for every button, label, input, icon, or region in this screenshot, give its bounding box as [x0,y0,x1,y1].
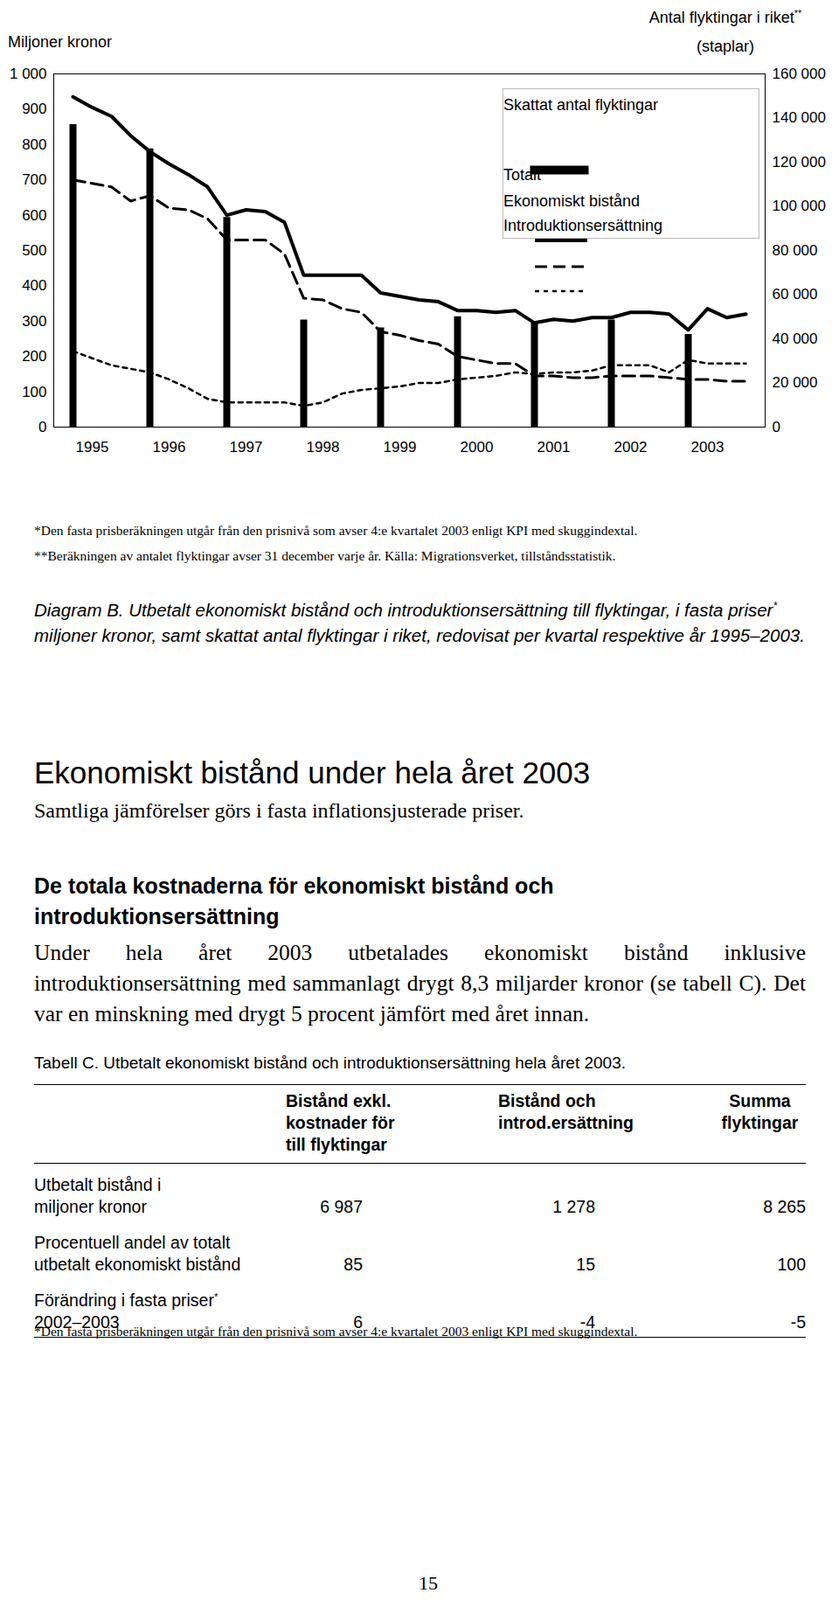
svg-text:400: 400 [21,277,47,294]
svg-text:100: 100 [21,383,47,401]
html-text:-5: -5 [790,1311,806,1332]
html-text:Miljoner kronor: Miljoner kronor [7,33,112,51]
html-text:15: 15 [418,1571,438,1594]
html-text:introd.ersättning: introd.ersättning [498,1112,634,1132]
html-text:Bistånd och: Bistånd och [498,1090,596,1110]
svg-text:600: 600 [21,207,47,224]
svg-text:1 000: 1 000 [9,65,48,83]
html-text:* Den fasta prisberäkningen ut: * Den fasta prisberäkningen utgår från d… [34,522,638,538]
html-text:De totala kostnaderna för ekon: De totala kostnaderna för ekonomiskt bis… [34,873,554,929]
html-text:** Beräkningen av antalet flyk: ** Beräkningen av antalet flyktingar avs… [34,547,616,563]
html-text:Diagram B. Utbetalt ekonomiskt: Diagram B. Utbetalt ekonomiskt bistånd o… [34,599,778,620]
html-text:Förändring i fasta priser*: Förändring i fasta priser* [34,1289,219,1310]
svg-text:0: 0 [772,418,781,436]
html-text:Under hela året 2003 utbetalad: Under hela året 2003 utbetalades ekonomi… [34,939,806,1027]
svg-text:2003: 2003 [691,438,725,456]
svg-text:40 000: 40 000 [772,330,819,347]
html-text:kostnader för: kostnader för [285,1112,395,1132]
svg-text:300: 300 [21,312,47,330]
html-text:Samtliga jämförelser görs i fa: Samtliga jämförelser görs i fasta inflat… [34,798,524,822]
svg-text:80 000: 80 000 [772,242,819,259]
svg-text:2000: 2000 [460,438,494,456]
html-text:Bistånd exkl.: Bistånd exkl. [285,1090,391,1110]
html-text:miljoner kronor: miljoner kronor [34,1196,147,1216]
svg-text:700: 700 [21,171,47,188]
svg-text:800: 800 [21,136,47,153]
svg-text:1995: 1995 [76,438,110,456]
html-text:(staplar): (staplar) [696,37,755,56]
html-text:Antal flyktingar i riket**: Antal flyktingar i riket** [649,7,802,27]
html-text:100: 100 [777,1254,806,1274]
html-text:miljoner kronor, samt skattat: miljoner kronor, samt skattat antal flyk… [34,624,805,645]
svg-text:1999: 1999 [383,438,417,456]
html-text:8 265: 8 265 [763,1196,806,1216]
html-text:Summa: Summa [729,1090,791,1110]
html-text:6 987: 6 987 [320,1196,363,1216]
html-text:Utbetalt bistånd i: Utbetalt bistånd i [34,1174,162,1194]
svg-text:200: 200 [21,347,47,365]
svg-text:900: 900 [21,100,47,118]
svg-text:2002: 2002 [614,438,648,456]
svg-text:60 000: 60 000 [772,285,819,303]
html-text:Totalt: Totalt [503,166,541,184]
html-text:Ekonomiskt bistånd: Ekonomiskt bistånd [503,192,640,210]
html-text:6: 6 [353,1311,363,1332]
html-text:till flyktingar: till flyktingar [285,1134,388,1154]
html-text:-4: -4 [580,1311,596,1332]
html-text:* Den fasta prisberäkningen ut: * Den fasta prisberäkningen utgår från d… [34,1323,638,1339]
html-text:Introduktionsersättning: Introduktionsersättning [503,216,663,235]
html-text:85: 85 [343,1254,363,1274]
svg-text:160 000: 160 000 [772,65,826,83]
svg-text:1998: 1998 [306,438,340,456]
html-text:utbetalt ekonomiskt bistånd: utbetalt ekonomiskt bistånd [34,1254,241,1274]
svg-text:2001: 2001 [537,438,571,456]
svg-text:1997: 1997 [229,438,264,456]
svg-text:120 000: 120 000 [772,153,826,171]
svg-text:20 000: 20 000 [772,374,819,391]
html-text:Procentuell andel av totalt: Procentuell andel av totalt [34,1232,231,1252]
svg-text:100 000: 100 000 [772,197,826,215]
html-text:1 278: 1 278 [552,1196,596,1216]
html-text:Tabell C. Utbetalt ekonomiskt: Tabell C. Utbetalt ekonomiskt bistånd oc… [34,1053,626,1072]
svg-text:0: 0 [38,418,47,436]
html-text:Ekonomiskt bistånd under hela: Ekonomiskt bistånd under hela året 2003 [34,755,591,790]
html-text:15: 15 [576,1254,596,1274]
svg-text:500: 500 [21,242,47,259]
html-text:Skattat antal flyktingar: Skattat antal flyktingar [503,96,659,114]
svg-text:1996: 1996 [152,438,187,456]
svg-text:140 000: 140 000 [772,109,826,126]
html-text:2002–2003: 2002–2003 [34,1311,120,1332]
html-text:flyktingar: flyktingar [721,1112,799,1132]
